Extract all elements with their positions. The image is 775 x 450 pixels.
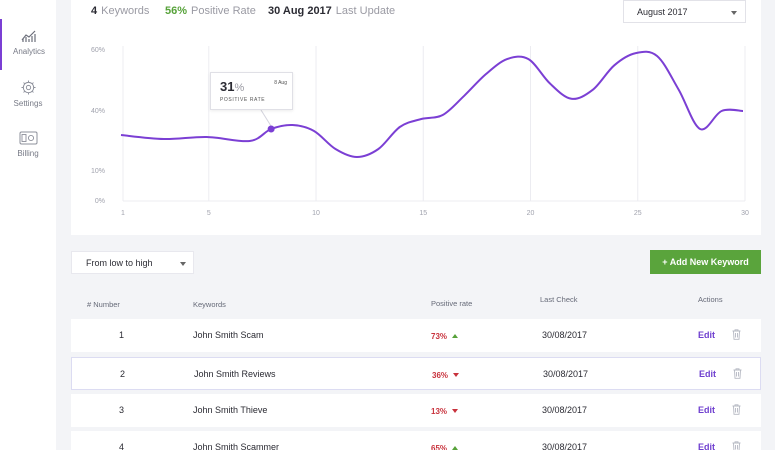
x-tick-label: 1 <box>121 210 125 217</box>
arrow-down-icon <box>452 409 458 413</box>
tooltip-date: 8 Aug <box>274 80 287 86</box>
arrow-down-icon <box>453 373 459 377</box>
positive-rate-label: Positive Rate <box>191 5 256 17</box>
add-keyword-button[interactable]: + Add New Keyword <box>650 250 761 274</box>
billing-icon <box>19 131 37 145</box>
positive-rate-stat: 56% Positive Rate <box>165 5 256 17</box>
tooltip-pointer <box>260 109 272 127</box>
header-number[interactable]: # Number <box>87 300 120 309</box>
sidebar-item-label: Settings <box>13 99 43 108</box>
chart-icon <box>21 30 36 42</box>
row-positive-rate: 65% <box>431 444 448 450</box>
row-last-check: 30/08/2017 <box>542 330 588 340</box>
sidebar-item-label: Billing <box>17 149 39 158</box>
row-keyword: John Smith Reviews <box>194 369 276 379</box>
last-update-label: Last Update <box>335 5 396 17</box>
arrow-up-icon <box>452 334 458 338</box>
sort-select-value: From low to high <box>86 258 153 268</box>
row-last-check: 30/08/2017 <box>542 405 588 415</box>
month-select[interactable]: August 2017 <box>623 0 746 23</box>
chevron-down-icon <box>180 262 186 266</box>
y-tick-label: 10% <box>91 168 105 175</box>
table-row[interactable]: 3 John Smith Thieve 13% 30/08/2017 Edit <box>71 394 761 427</box>
y-tick-label: 40% <box>91 108 105 115</box>
trash-icon[interactable] <box>732 404 741 415</box>
header-keywords[interactable]: Keywords <box>193 300 226 309</box>
row-keyword: John Smith Thieve <box>193 405 268 415</box>
edit-button[interactable]: Edit <box>699 369 716 379</box>
sidebar-item-settings[interactable]: Settings <box>0 71 56 122</box>
trash-icon[interactable] <box>732 329 741 340</box>
row-number: 2 <box>120 369 126 379</box>
row-last-check: 30/08/2017 <box>542 442 588 450</box>
row-keyword: John Smith Scam <box>193 330 264 340</box>
table-row[interactable]: 4 John Smith Scammer 65% 30/08/2017 Edit <box>71 431 761 450</box>
trash-icon[interactable] <box>732 441 741 450</box>
row-positive-rate: 13% <box>431 407 448 416</box>
tooltip-label: Positive rate <box>220 97 266 103</box>
month-select-value: August 2017 <box>637 7 688 17</box>
sort-select[interactable]: From low to high <box>71 251 194 274</box>
trash-icon[interactable] <box>733 368 742 379</box>
x-tick-label: 10 <box>312 210 320 217</box>
x-tick-label: 5 <box>207 210 211 217</box>
edit-button[interactable]: Edit <box>698 405 715 415</box>
x-tick-label: 20 <box>527 210 535 217</box>
y-tick-label: 60% <box>91 47 105 54</box>
x-tick-label: 25 <box>634 210 642 217</box>
y-tick-label: 0% <box>95 198 105 205</box>
sidebar-item-label: Analytics <box>12 47 45 56</box>
row-last-check: 30/08/2017 <box>543 369 589 379</box>
header-actions: Actions <box>698 295 723 304</box>
row-positive-rate: 73% <box>431 332 448 341</box>
x-tick-label: 15 <box>419 210 427 217</box>
table-row[interactable]: 2 John Smith Reviews 36% 30/08/2017 Edit <box>71 357 761 390</box>
keywords-stat: 4 Keywords <box>91 5 149 17</box>
highlight-point <box>267 125 275 133</box>
sidebar-item-analytics[interactable]: Analytics <box>0 19 56 70</box>
chart-tooltip: 31% 8 Aug Positive rate <box>210 72 293 110</box>
analytics-card: 4 Keywords 56% Positive Rate 30 Aug 2017 La… <box>71 0 761 235</box>
gear-icon <box>20 80 36 95</box>
x-tick-label: 30 <box>741 210 749 217</box>
last-update-stat: 30 Aug 2017 Last Update <box>268 5 395 17</box>
edit-button[interactable]: Edit <box>698 330 715 340</box>
chevron-down-icon <box>731 11 737 15</box>
tooltip-value: 31% <box>220 79 245 94</box>
keywords-label: Keywords <box>101 5 150 17</box>
row-number: 1 <box>119 330 125 340</box>
keywords-count: 4 <box>91 5 98 17</box>
table-row[interactable]: 1 John Smith Scam 73% 30/08/2017 Edit <box>71 319 761 352</box>
header-last-check[interactable]: Last Check <box>540 295 578 304</box>
header-positive-rate[interactable]: Positive rate <box>431 299 473 308</box>
sidebar: Analytics Settings Billing <box>0 0 56 450</box>
arrow-up-icon <box>452 446 458 450</box>
row-positive-rate: 36% <box>432 371 449 380</box>
series-line <box>120 50 744 159</box>
row-keyword: John Smith Scammer <box>193 442 280 450</box>
positive-rate-value: 56% <box>165 5 188 17</box>
last-update-value: 30 Aug 2017 <box>268 5 332 17</box>
edit-button[interactable]: Edit <box>698 442 715 450</box>
row-number: 4 <box>119 442 125 450</box>
sidebar-item-billing[interactable]: Billing <box>0 122 56 173</box>
row-number: 3 <box>119 405 125 415</box>
